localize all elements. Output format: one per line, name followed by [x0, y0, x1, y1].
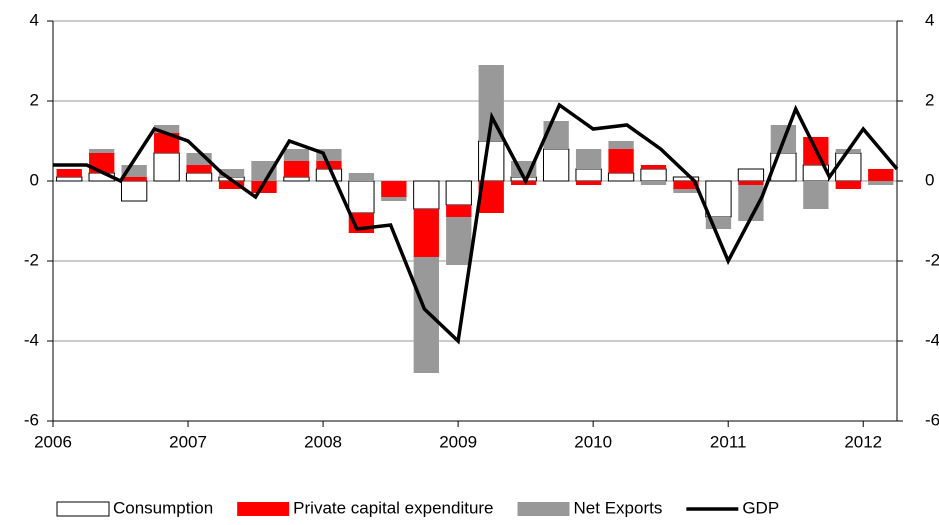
bar — [640, 165, 667, 169]
bar — [803, 181, 829, 209]
bar — [381, 181, 407, 197]
legend-label: GDP — [742, 498, 779, 517]
bar — [445, 180, 472, 206]
bar — [413, 180, 440, 210]
x-tick-label: 2012 — [844, 432, 882, 451]
y-tick-label: 2 — [30, 90, 39, 109]
bar — [738, 181, 764, 185]
bar — [218, 181, 245, 189]
bar — [218, 169, 245, 177]
bar — [478, 140, 505, 182]
legend-swatch — [56, 501, 110, 517]
x-tick-label: 2007 — [169, 432, 207, 451]
x-tick-label: 2006 — [34, 432, 72, 451]
bar — [413, 209, 439, 257]
bar — [381, 197, 407, 201]
bar — [446, 205, 472, 217]
bar — [251, 161, 277, 181]
bar — [153, 125, 180, 133]
legend-label: Consumption — [113, 498, 213, 517]
legend-swatch — [517, 502, 570, 516]
y2-tick-label: 0 — [925, 170, 934, 189]
bar — [640, 181, 667, 185]
bar — [348, 180, 375, 214]
bar — [835, 152, 862, 182]
y2-tick-label: 4 — [925, 10, 934, 29]
bar — [315, 168, 343, 182]
x-tick-label: 2011 — [710, 432, 747, 451]
legend-swatch — [237, 502, 290, 516]
bar — [185, 172, 213, 182]
bar — [868, 169, 894, 181]
bar — [186, 165, 212, 173]
bar — [542, 148, 570, 182]
bar — [153, 152, 180, 182]
bar — [56, 169, 82, 177]
bar — [868, 181, 894, 185]
bar — [283, 176, 310, 182]
bar — [835, 181, 861, 189]
bar — [607, 172, 635, 182]
y2-tick-label: 2 — [925, 90, 934, 109]
bar — [89, 153, 115, 173]
bar — [575, 149, 602, 169]
bar — [56, 176, 83, 182]
bar — [608, 149, 634, 173]
bar — [575, 181, 602, 185]
bar — [511, 181, 537, 185]
bar — [673, 181, 699, 189]
y-tick-label: -2 — [24, 250, 39, 269]
bar — [575, 168, 602, 182]
bar — [153, 133, 180, 153]
bar — [120, 180, 148, 202]
bar — [608, 141, 634, 149]
bar — [737, 168, 765, 182]
legend-label: Net Exports — [574, 498, 663, 517]
bar — [640, 168, 667, 182]
y-tick-label: -6 — [24, 410, 39, 429]
bar — [348, 173, 375, 181]
bar — [446, 217, 472, 265]
y-tick-label: -4 — [24, 330, 39, 349]
bar — [89, 149, 115, 153]
bar — [673, 189, 699, 193]
x-tick-label: 2010 — [574, 432, 612, 451]
bar — [283, 161, 310, 177]
bar — [283, 149, 310, 161]
y-tick-label: 0 — [30, 170, 39, 189]
bar — [413, 257, 439, 373]
bar — [121, 177, 147, 181]
x-tick-label: 2008 — [304, 432, 342, 451]
y2-tick-label: -2 — [925, 250, 939, 269]
y2-tick-label: -4 — [925, 330, 939, 349]
bar — [705, 180, 732, 218]
legend-label: Private capital expenditure — [293, 498, 493, 517]
y2-tick-label: -6 — [925, 410, 939, 429]
gdp-line — [53, 102, 899, 345]
bar — [251, 181, 277, 193]
x-tick-label: 2009 — [439, 432, 477, 451]
y-tick-label: 4 — [30, 10, 39, 29]
